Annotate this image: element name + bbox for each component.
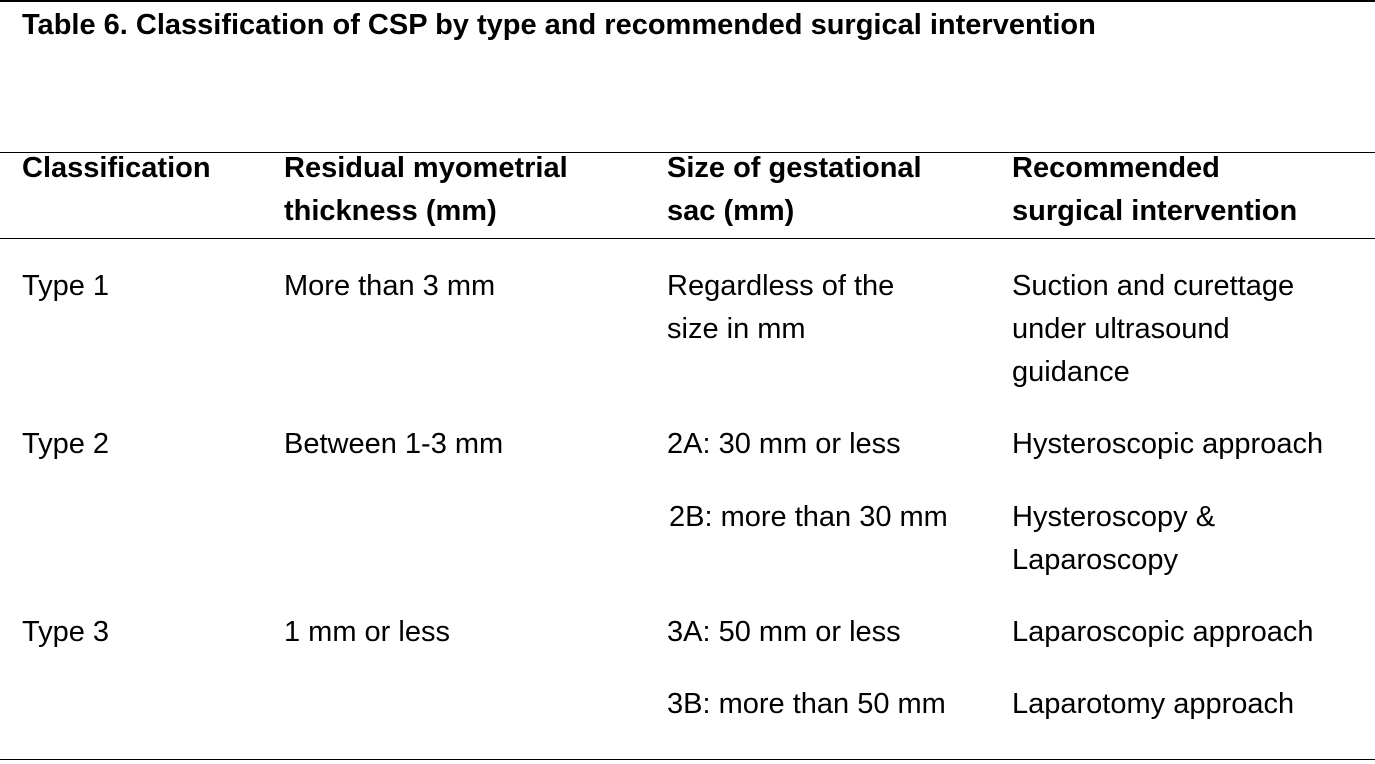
row2-classification: Type 2	[22, 428, 110, 460]
row2-intervention: Hysteroscopic approach	[1012, 428, 1324, 460]
row3-sac-size: 2B: more than 30 mm	[669, 501, 948, 533]
row4-classification: Type 3	[22, 616, 110, 648]
table-top-rule	[0, 152, 1375, 153]
row1-intervention: Suction and curettage under ultrasound g…	[1012, 270, 1295, 388]
table-caption: Table 6. Classification of CSP by type a…	[22, 9, 1096, 41]
row5-intervention: Laparotomy approach	[1012, 688, 1295, 720]
row5-sac-size: 3B: more than 50 mm	[667, 688, 946, 720]
row4-intervention: Laparoscopic approach	[1012, 616, 1314, 648]
row1-classification: Type 1	[22, 270, 110, 302]
table-bottom-rule	[0, 759, 1375, 760]
row4-thickness: 1 mm or less	[284, 616, 450, 648]
header-intervention: Recommended surgical intervention	[1012, 152, 1298, 227]
row2-thickness: Between 1-3 mm	[284, 428, 504, 460]
row2-sac-size: 2A: 30 mm or less	[667, 428, 901, 460]
header-classification: Classification	[22, 152, 211, 184]
table-caption-bar: Table 6. Classification of CSP by type a…	[0, 0, 1375, 46]
header-bottom-rule	[0, 238, 1375, 239]
row4-sac-size: 3A: 50 mm or less	[667, 616, 901, 648]
row1-sac-size: Regardless of the size in mm	[667, 270, 895, 345]
row3-intervention: Hysteroscopy & Laparoscopy	[1012, 501, 1216, 576]
header-sac-size: Size of gestational sac (mm)	[667, 152, 922, 227]
header-thickness: Residual myometrial thickness (mm)	[284, 152, 568, 227]
row1-thickness: More than 3 mm	[284, 270, 496, 302]
